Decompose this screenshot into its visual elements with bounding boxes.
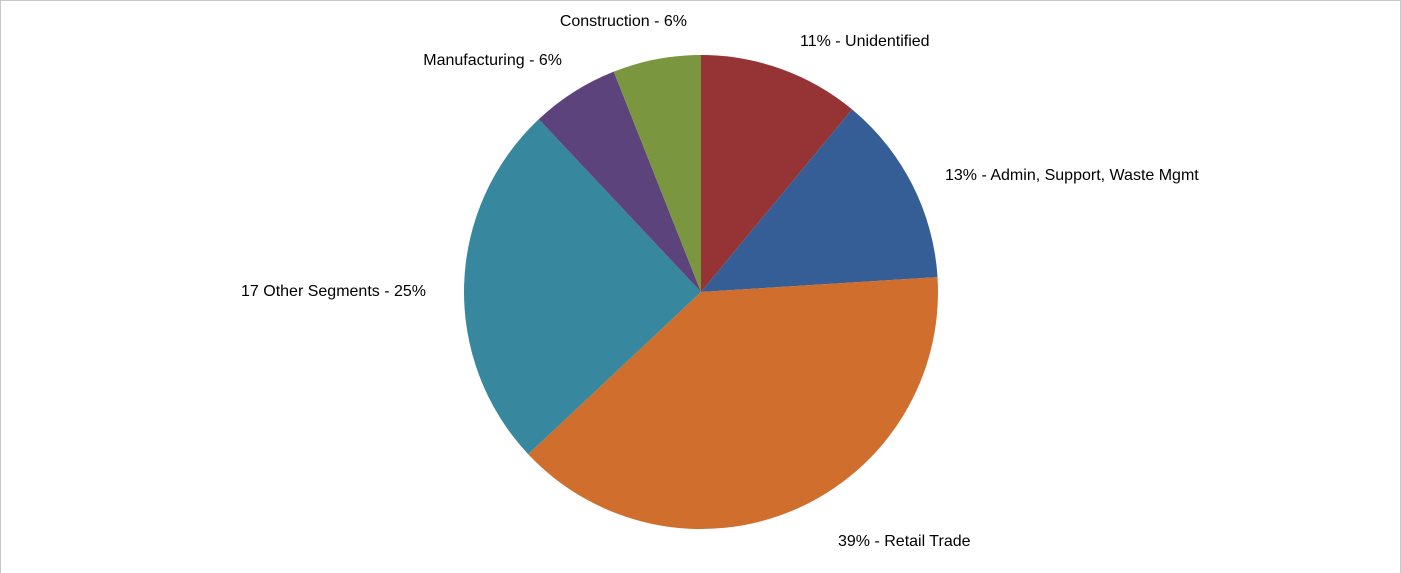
data-label: 39% - Retail Trade — [838, 533, 971, 550]
pie-slice — [701, 55, 853, 292]
data-label: 17 Other Segments - 25% — [241, 283, 426, 300]
pie-slice — [701, 109, 938, 292]
data-label: Construction - 6% — [560, 13, 687, 30]
data-label: 13% - Admin, Support, Waste Mgmt — [945, 167, 1199, 184]
data-label: 11% - Unidentified — [800, 33, 930, 50]
pie-slice — [613, 55, 701, 292]
pie-slice — [538, 71, 701, 292]
pie-slice — [464, 119, 701, 455]
data-label: Manufacturing - 6% — [423, 52, 562, 69]
pie-slice — [528, 277, 939, 529]
